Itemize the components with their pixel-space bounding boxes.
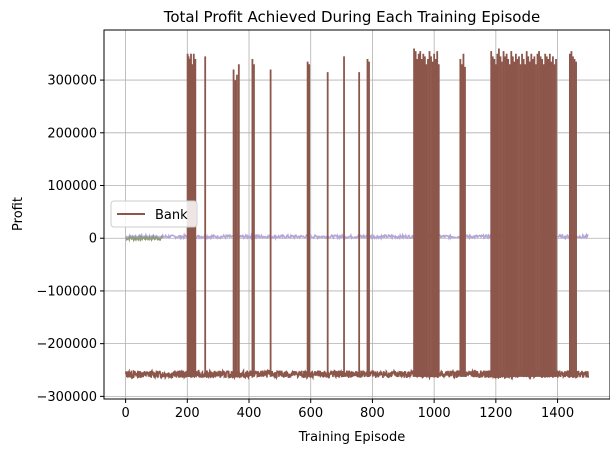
series-layer	[124, 48, 590, 381]
x-tick-label: 400	[237, 406, 262, 421]
y-tick-label: 0	[89, 232, 97, 247]
y-tick-label: −100000	[36, 284, 97, 299]
series-line-tertiary	[125, 234, 164, 243]
x-tick-label: 0	[121, 406, 129, 421]
chart-title: Total Profit Achieved During Each Traini…	[163, 8, 540, 26]
x-tick-label: 1000	[418, 406, 451, 421]
x-tick-label: 200	[175, 406, 200, 421]
x-tick-label: 800	[360, 406, 385, 421]
legend-label-bank: Bank	[155, 208, 188, 223]
y-tick-label: 300000	[47, 74, 97, 89]
y-tick-label: 200000	[47, 126, 97, 141]
y-tick-label: 100000	[47, 179, 97, 194]
x-tick-label: 1400	[541, 406, 574, 421]
y-tick-label: −200000	[36, 337, 97, 352]
x-tick-label: 600	[298, 406, 323, 421]
legend: Bank	[110, 200, 198, 228]
x-tick-label: 1200	[479, 406, 512, 421]
y-axis-title: Profit	[11, 197, 26, 231]
plot-area	[103, 29, 610, 400]
y-tick-label: −300000	[36, 390, 97, 405]
y-axis: −300000 −200000 −100000 0 100000 200000 300000	[36, 74, 104, 405]
x-axis: 0 200 400 600 800 1000 1200 1400	[121, 399, 574, 421]
legend-box	[110, 200, 198, 228]
x-axis-title: Training Episode	[298, 430, 405, 445]
